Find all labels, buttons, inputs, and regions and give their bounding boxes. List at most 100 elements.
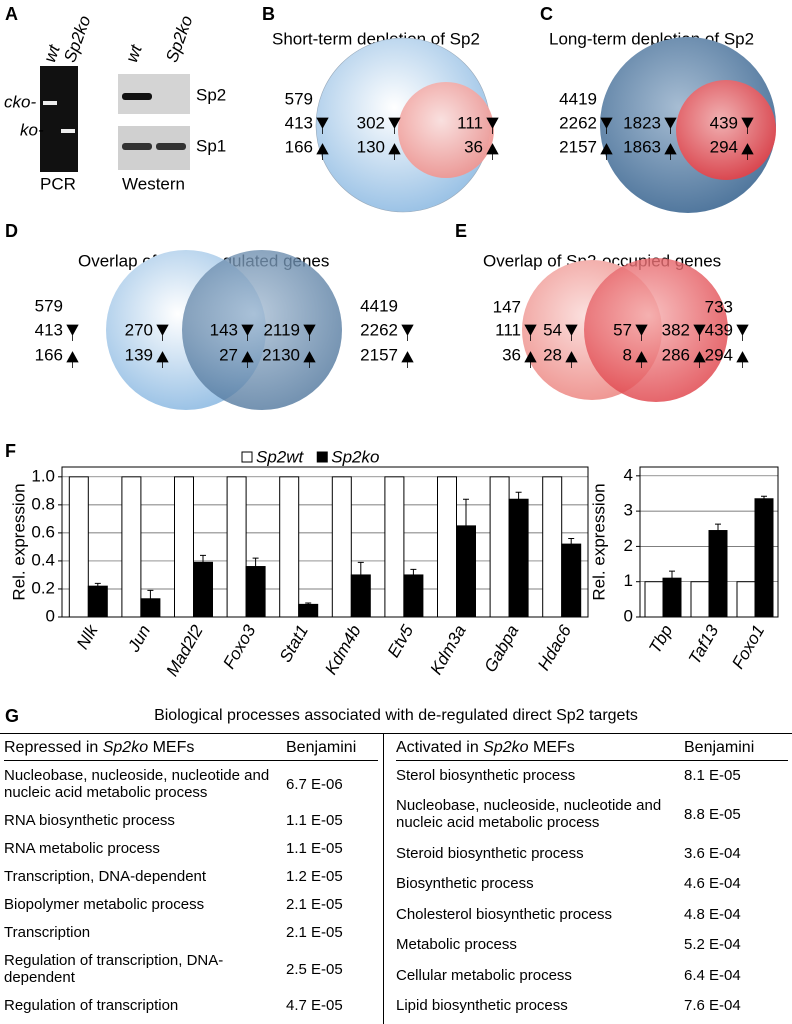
blot-band (122, 143, 152, 150)
table-row: Nucleobase, nucleoside, nucleotide and n… (4, 767, 378, 801)
process-cell: Cellular metabolic process (396, 966, 572, 984)
score-cell: 4.7 E-05 (286, 997, 343, 1014)
legend-label: Sp2wt (256, 447, 305, 466)
blot-band (156, 143, 186, 150)
table-row: Cholesterol biosynthetic process 4.8 E-04 (396, 906, 788, 923)
up-arrow (635, 351, 648, 368)
bar (193, 561, 213, 618)
y-tick-label: 0.8 (31, 494, 55, 513)
score-cell: 3.6 E-04 (684, 844, 741, 862)
table-row: Transcription 2.1 E-05 (4, 924, 378, 941)
error-bar (357, 561, 364, 575)
table-row: Transcription, DNA-dependent 1.2 E-05 (4, 868, 378, 885)
down-arrow (486, 117, 499, 134)
header-cell: Benjamini (286, 739, 357, 756)
process-cell: Cholesterol biosynthetic process (396, 905, 612, 923)
down-count: 439 (705, 320, 733, 339)
bar (384, 476, 405, 618)
header-cell: Repressed in Sp2ko MEFs (4, 739, 286, 757)
y-tick-label: 0.4 (31, 550, 55, 569)
score-cell: 8.8 E-05 (684, 805, 741, 823)
down-arrow (241, 324, 254, 341)
down-count: 57 (613, 320, 632, 339)
bar (736, 581, 756, 618)
score-cell: 4.6 E-04 (684, 875, 741, 893)
legend-label: Sp2ko (331, 447, 379, 466)
score-cell: 7.6 E-04 (684, 996, 741, 1014)
total-count: 147 (493, 297, 521, 316)
down-arrow (664, 117, 677, 134)
score-cell: 2.1 E-05 (286, 896, 343, 913)
x-tick-label: Foxo1 (728, 622, 768, 672)
bar (561, 543, 582, 618)
up-count: 1863 (623, 137, 661, 156)
bar (690, 581, 710, 618)
header-text: Sp2ko (483, 739, 529, 756)
total-count: 4419 (360, 296, 398, 315)
x-tick-label: Stat1 (276, 622, 312, 666)
bar (437, 476, 457, 618)
bar (121, 476, 142, 618)
rule (0, 733, 792, 734)
down-arrow (600, 117, 613, 134)
process-cell: Regulation of transcription, DNA-depende… (4, 952, 224, 986)
bar (350, 574, 371, 618)
up-count: 294 (705, 345, 733, 364)
down-arrow (156, 324, 169, 341)
x-tick-label: Jun (124, 622, 155, 656)
venn-circle (182, 250, 342, 410)
up-count: 294 (710, 137, 738, 156)
score-cell: 2.1 E-05 (286, 924, 343, 941)
up-count: 286 (662, 345, 690, 364)
error-bar (94, 582, 101, 587)
process-table: G Biological processes associated with d… (0, 700, 792, 1024)
up-arrow (736, 351, 749, 368)
header-text: Activated in (396, 739, 479, 756)
x-tick-label: Foxo3 (219, 621, 259, 672)
protein-label: Sp1 (196, 136, 226, 155)
table-row: Biopolymer metabolic process 2.1 E-05 (4, 896, 378, 913)
table-row: RNA metabolic process 1.1 E-05 (4, 840, 378, 857)
lane-label: wt (40, 41, 64, 65)
down-arrow (316, 117, 329, 134)
error-bar (147, 589, 154, 599)
bar (403, 574, 424, 618)
table-row: Biosynthetic process 4.6 E-04 (396, 875, 788, 892)
up-count: 139 (125, 345, 153, 364)
error-bar (669, 570, 675, 579)
up-arrow (600, 143, 613, 160)
score-cell: 1.2 E-05 (286, 868, 343, 885)
error-bar (305, 602, 312, 605)
bar (708, 530, 728, 618)
down-count: 439 (710, 113, 738, 132)
band-label: cko- (4, 92, 36, 111)
bar (489, 476, 510, 618)
bar (456, 525, 476, 618)
panel-label: G (5, 706, 20, 726)
bar (68, 476, 89, 618)
panel-label: E (455, 221, 467, 241)
score-cell: 1.1 E-05 (286, 840, 343, 857)
up-count: 166 (35, 345, 63, 364)
error-bar (200, 554, 206, 563)
protein-label: Sp2 (196, 85, 226, 104)
up-arrow (303, 351, 316, 368)
gel (40, 66, 78, 172)
header-text: Repressed in (4, 739, 99, 756)
bar (508, 498, 529, 618)
bar (542, 476, 563, 618)
total-count: 733 (705, 297, 733, 316)
score-cell: 4.8 E-04 (684, 905, 741, 923)
y-tick-label: 4 (624, 465, 633, 484)
down-arrow (693, 324, 706, 341)
bar (226, 476, 247, 618)
table-row: Metabolic process 5.2 E-04 (396, 936, 788, 953)
header-text: Sp2ko (102, 739, 149, 756)
y-tick-label: 2 (624, 536, 633, 555)
venn-circle (676, 80, 776, 180)
table-title: Biological processes associated with de-… (154, 707, 638, 724)
down-arrow (388, 117, 401, 134)
down-arrow (741, 117, 754, 134)
bar (331, 476, 352, 618)
